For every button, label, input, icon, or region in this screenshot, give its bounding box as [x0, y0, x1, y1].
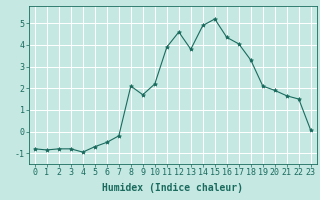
X-axis label: Humidex (Indice chaleur): Humidex (Indice chaleur) [102, 183, 243, 193]
